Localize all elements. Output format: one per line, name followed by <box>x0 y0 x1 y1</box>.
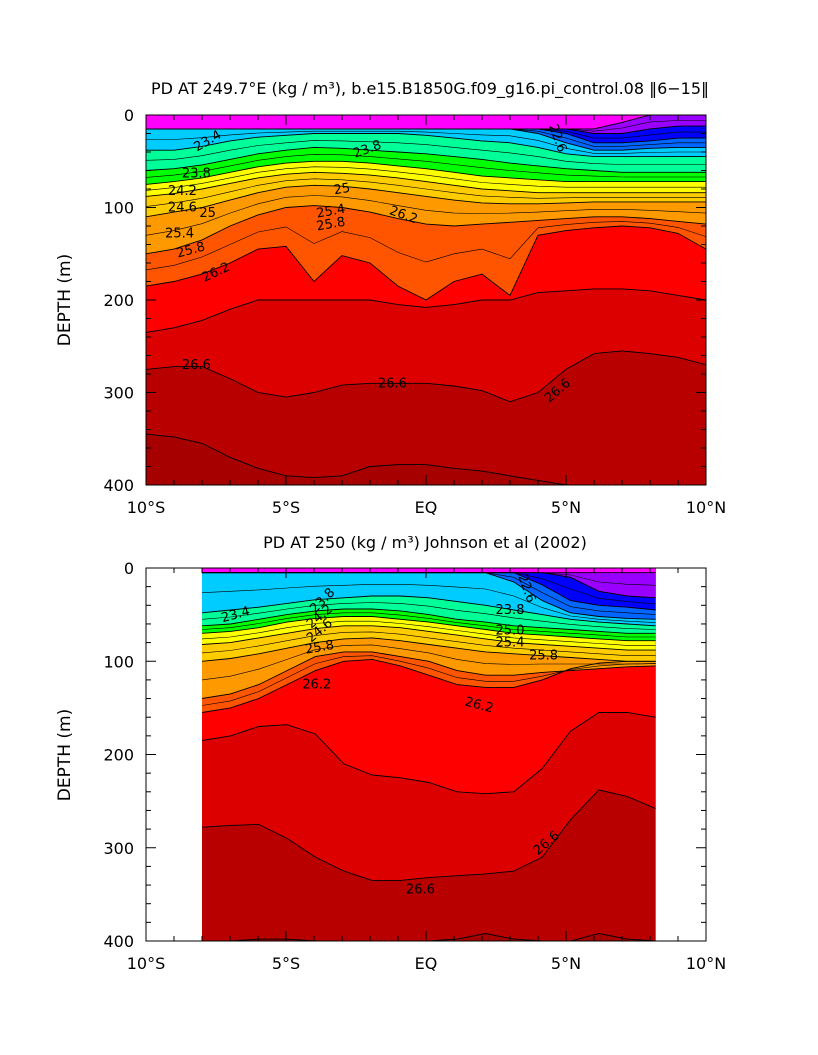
contour-label: 26.6 <box>182 358 211 373</box>
isopycnal-line <box>145 205 707 255</box>
isopycnal-line <box>201 655 656 706</box>
contour-label: 26.6 <box>406 883 435 898</box>
isopycnal-line <box>201 620 656 646</box>
isopycnal-line <box>145 195 707 236</box>
panel1-title: PD AT 249.7°E (kg / m³), b.e15.B1850G.f0… <box>151 79 709 99</box>
y-tick-label: 400 <box>103 476 134 495</box>
contour-label: 25.0 <box>496 624 525 639</box>
density-band <box>202 568 656 573</box>
isopycnal-line <box>201 712 656 795</box>
panel2-axis-ticks: 10°S 5°S EQ 5°N 10°N 0 100 200 300 400 <box>103 559 726 973</box>
contour-label: 25.4 <box>315 202 346 222</box>
x-tick-label: 10°S <box>127 498 166 517</box>
contour-label: 25.8 <box>175 239 207 261</box>
isopycnal-line <box>145 153 706 178</box>
isopycnal-line <box>201 631 656 656</box>
y-tick-label: 300 <box>103 839 134 858</box>
isopycnal-line <box>145 178 706 207</box>
contour-label: 25 <box>199 206 216 221</box>
isopycnal-line <box>145 288 707 333</box>
isopycnal-line <box>145 160 706 185</box>
y-tick-label: 100 <box>103 652 134 671</box>
isopycnal-line <box>201 637 656 662</box>
x-tick-label: 10°N <box>686 954 726 973</box>
y-tick-label: 200 <box>103 746 134 765</box>
x-tick-label: EQ <box>415 498 438 517</box>
y-tick-label: 200 <box>103 291 134 310</box>
contour-label: 23.4 <box>220 604 252 626</box>
observation-panel: PD AT 250 (kg / m³) Johnson et al (2002)… <box>55 533 726 973</box>
contour-label: 26.6 <box>378 376 407 391</box>
isopycnal-line <box>201 612 656 638</box>
contour-label: 25.4 <box>496 636 525 651</box>
contour-label: 24.2 <box>168 184 197 199</box>
isopycnal-line <box>201 608 656 634</box>
isopycnal-line <box>201 644 656 681</box>
x-tick-label: 5°N <box>551 498 581 517</box>
panel2-title: PD AT 250 (kg / m³) Johnson et al (2002) <box>263 533 587 552</box>
y-tick-label: 100 <box>103 199 134 218</box>
contour-label: 24.6 <box>168 201 197 216</box>
isopycnal-line <box>201 789 656 881</box>
y-tick-label: 0 <box>124 559 134 578</box>
contour-label: 25.8 <box>529 649 558 664</box>
isopycnal-line <box>145 184 706 218</box>
model-panel: PD AT 249.7°E (kg / m³), b.e15.B1850G.f0… <box>55 79 726 517</box>
isopycnal-line <box>201 651 656 699</box>
panel1-contour-lines <box>145 114 707 486</box>
isopycnal-line <box>145 166 706 191</box>
x-tick-label: 5°N <box>551 954 581 973</box>
panel1-axis-ticks: 10°S 5°S EQ 5°N 10°N 0 100 200 300 400 <box>103 106 726 517</box>
contour-label: 25.4 <box>165 226 194 241</box>
isopycnal-line <box>145 140 706 165</box>
contour-label: 26.2 <box>463 695 495 717</box>
y-tick-label: 0 <box>124 106 134 125</box>
isopycnal-line <box>146 130 706 154</box>
isopycnal-line <box>201 616 656 642</box>
isopycnal-line <box>146 128 706 147</box>
x-tick-label: 10°S <box>127 954 166 973</box>
isopycnal-line <box>145 146 706 173</box>
isopycnal-line <box>201 625 656 651</box>
panel2-y-axis-label: DEPTH (m) <box>55 709 75 801</box>
contour-label: 23.8 <box>496 603 525 618</box>
isopycnal-line <box>201 584 656 623</box>
contour-label: 25.8 <box>304 638 335 658</box>
isopycnal-line <box>145 171 706 197</box>
x-tick-label: 5°S <box>272 954 300 973</box>
x-tick-label: 10°N <box>686 498 726 517</box>
isopycnal-line <box>202 572 656 615</box>
x-tick-label: EQ <box>415 954 438 973</box>
y-tick-label: 300 <box>103 384 134 403</box>
isopycnal-line <box>145 350 707 403</box>
contour-label: 25 <box>333 181 352 199</box>
y-tick-label: 400 <box>103 932 134 951</box>
isopycnal-line <box>145 225 707 301</box>
isopycnal-line <box>145 221 707 271</box>
panel1-y-axis-label: DEPTH (m) <box>55 254 75 346</box>
contour-label: 26.2 <box>302 678 331 693</box>
x-tick-label: 5°S <box>272 498 300 517</box>
contour-label: 23.8 <box>182 166 211 181</box>
isopycnal-line <box>201 658 656 713</box>
isopycnal-line <box>146 133 706 158</box>
isopycnal-line <box>201 602 656 630</box>
isopycnal-line <box>201 595 656 627</box>
contour-label: 25.8 <box>315 215 346 235</box>
